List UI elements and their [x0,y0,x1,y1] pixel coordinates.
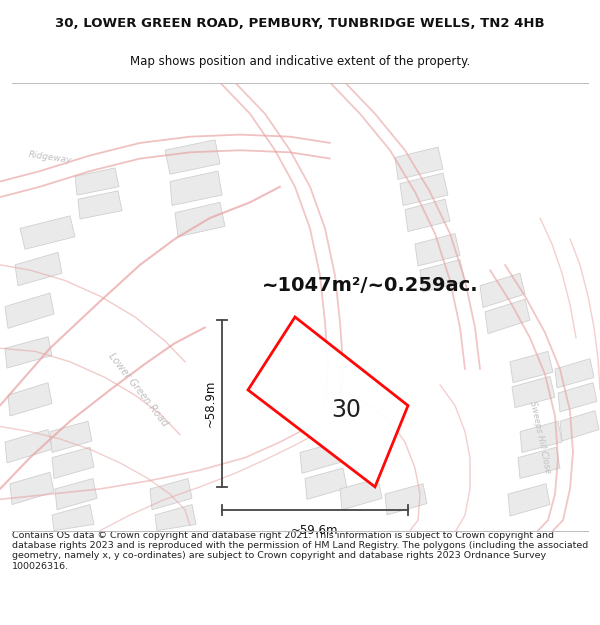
Polygon shape [5,429,52,463]
Polygon shape [508,484,550,516]
Polygon shape [420,259,465,292]
Polygon shape [558,382,597,412]
Polygon shape [510,351,553,382]
Polygon shape [15,253,62,286]
Polygon shape [20,216,75,249]
Polygon shape [52,448,94,479]
Polygon shape [52,504,94,531]
Polygon shape [405,199,450,231]
Text: ~1047m²/~0.259ac.: ~1047m²/~0.259ac. [262,276,478,295]
Polygon shape [5,293,54,329]
Polygon shape [385,484,427,515]
Text: Lower Green Road: Lower Green Road [106,351,170,429]
Polygon shape [555,359,594,388]
Text: Map shows position and indicative extent of the property.: Map shows position and indicative extent… [130,56,470,68]
Polygon shape [480,273,525,308]
Polygon shape [150,479,192,510]
Text: Ridgeway: Ridgeway [28,150,73,165]
Text: Sweeps Hill Close: Sweeps Hill Close [528,400,552,474]
Polygon shape [5,337,52,368]
Polygon shape [10,472,54,504]
Polygon shape [55,479,97,510]
Polygon shape [415,234,460,266]
Polygon shape [248,317,408,487]
Polygon shape [340,479,382,510]
Text: ~58.9m: ~58.9m [204,380,217,427]
Polygon shape [305,468,347,499]
Polygon shape [518,448,560,479]
Polygon shape [50,421,92,452]
Polygon shape [75,168,119,195]
Polygon shape [175,202,225,237]
Polygon shape [400,173,448,206]
Polygon shape [560,411,599,441]
Polygon shape [485,299,530,334]
Polygon shape [512,376,555,408]
Polygon shape [520,421,562,452]
Text: 30: 30 [331,398,361,422]
Polygon shape [170,171,222,206]
Text: Contains OS data © Crown copyright and database right 2021. This information is : Contains OS data © Crown copyright and d… [12,531,588,571]
Polygon shape [155,504,196,531]
Polygon shape [165,140,220,174]
Text: ~59.6m: ~59.6m [291,524,339,538]
Polygon shape [8,382,52,416]
Polygon shape [78,191,122,219]
Polygon shape [300,442,342,473]
Polygon shape [395,147,443,179]
Text: 30, LOWER GREEN ROAD, PEMBURY, TUNBRIDGE WELLS, TN2 4HB: 30, LOWER GREEN ROAD, PEMBURY, TUNBRIDGE… [55,17,545,29]
